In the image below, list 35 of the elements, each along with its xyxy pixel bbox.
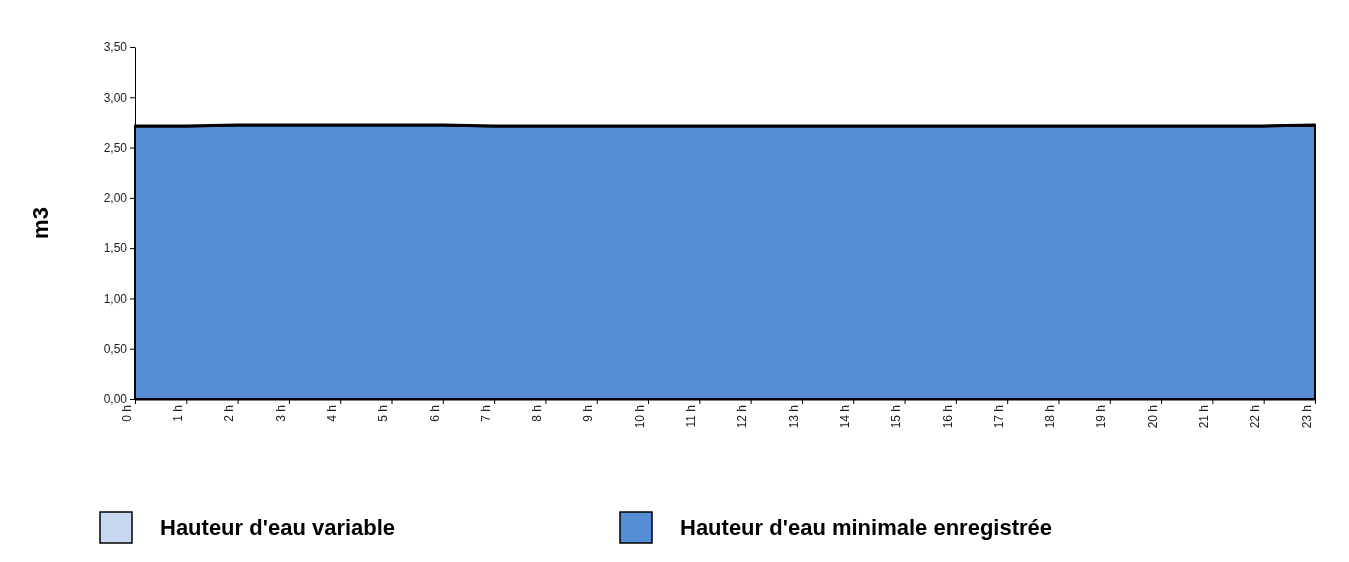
x-tick-label: 21 h <box>1197 405 1212 429</box>
x-tick-label: 0 h <box>119 405 134 422</box>
y-tick-label: 2,00 <box>103 191 128 206</box>
x-tick-label: 16 h <box>940 405 955 429</box>
x-tick-label: 10 h <box>632 405 647 429</box>
x-tick-label: 15 h <box>889 405 904 429</box>
x-tick-label: 3 h <box>273 405 288 422</box>
x-tick-label: 13 h <box>786 405 801 429</box>
x-tick-label: 19 h <box>1094 405 1109 429</box>
x-tick-label: 9 h <box>581 405 596 422</box>
x-tick-label: 1 h <box>171 405 185 422</box>
x-tick-label: 2 h <box>222 405 237 422</box>
x-tick-label: 11 h <box>684 405 699 428</box>
x-tick-label: 22 h <box>1248 405 1263 429</box>
x-tick-label: 18 h <box>1043 405 1058 429</box>
y-tick-label: 3,50 <box>103 40 128 55</box>
x-tick-label: 6 h <box>427 405 442 422</box>
x-tick-label: 14 h <box>837 405 852 429</box>
x-tick-label: 12 h <box>735 405 750 429</box>
x-tick-label: 23 h <box>1299 405 1314 429</box>
legend-label: Hauteur d'eau variable <box>160 515 396 540</box>
x-tick-label: 17 h <box>991 405 1006 429</box>
x-tick-label: 7 h <box>478 405 493 422</box>
x-tick-label: 20 h <box>1145 405 1160 429</box>
legend-label: Hauteur d'eau minimale enregistrée <box>680 515 1053 540</box>
y-tick-label: 0,00 <box>103 392 128 407</box>
y-tick-label: 1,50 <box>103 241 128 256</box>
y-tick-label: 1,00 <box>103 291 128 306</box>
x-tick-label: 5 h <box>376 405 391 422</box>
y-tick-label: 3,00 <box>103 90 128 105</box>
y-tick-label: 0,50 <box>103 342 128 357</box>
x-tick-label: 8 h <box>530 405 545 422</box>
y-tick-label: 2,50 <box>103 140 128 155</box>
y-axis-title: m3 <box>28 207 53 239</box>
x-tick-label: 4 h <box>324 405 339 422</box>
